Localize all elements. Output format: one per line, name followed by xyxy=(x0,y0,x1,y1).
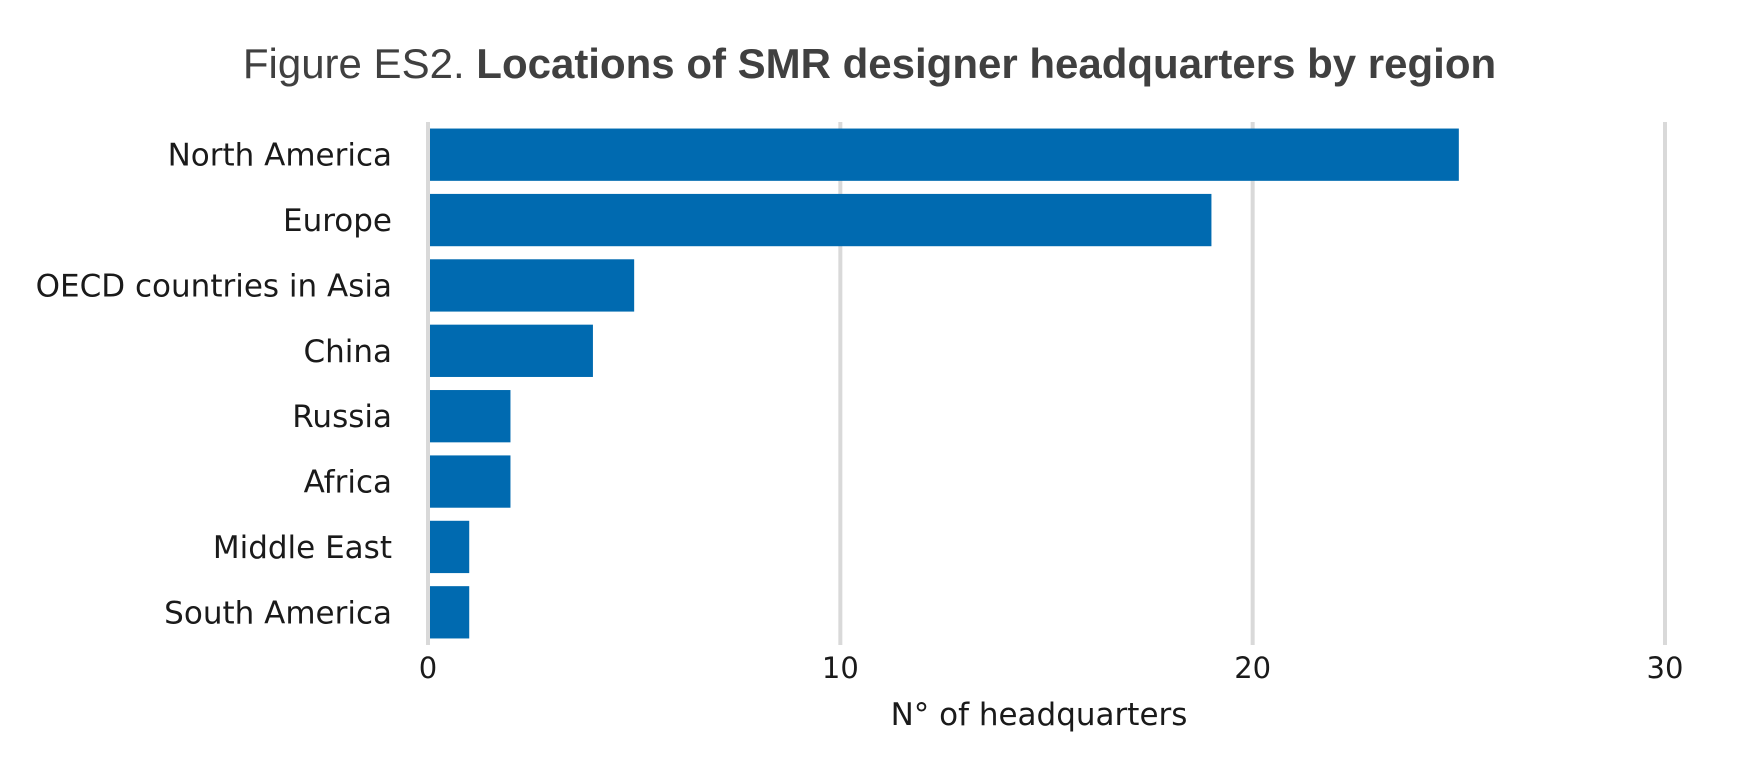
category-label: North America xyxy=(168,138,392,174)
bar xyxy=(430,455,511,508)
bars xyxy=(430,128,1459,639)
x-tick-label: 0 xyxy=(419,651,437,685)
chart-title-main: Locations of SMR designer headquarters b… xyxy=(476,40,1497,87)
category-labels: North America Europe OECD countries in Asi… xyxy=(36,138,392,632)
category-label: Middle East xyxy=(213,530,392,566)
bar xyxy=(430,259,635,312)
x-tick-label: 10 xyxy=(822,651,859,685)
chart-title-prefix: Figure ES2. xyxy=(242,40,465,87)
x-tick-labels: 0 10 20 30 xyxy=(419,651,1684,685)
category-label: South America xyxy=(164,595,392,631)
bar xyxy=(430,324,593,377)
category-label: Russia xyxy=(292,399,392,435)
bar xyxy=(430,128,1459,181)
bar xyxy=(430,520,470,574)
bar xyxy=(430,193,1212,247)
category-label: OECD countries in Asia xyxy=(36,268,392,304)
x-axis-title: N° of headquarters xyxy=(891,697,1188,733)
chart-title: Figure ES2. Locations of SMR designer he… xyxy=(0,40,1739,88)
bar xyxy=(430,586,470,639)
bar xyxy=(430,390,511,443)
category-label: China xyxy=(303,334,392,370)
x-tick-label: 20 xyxy=(1234,651,1271,685)
category-label: Europe xyxy=(283,203,392,239)
x-tick-label: 30 xyxy=(1647,651,1684,685)
category-label: Africa xyxy=(304,465,392,501)
